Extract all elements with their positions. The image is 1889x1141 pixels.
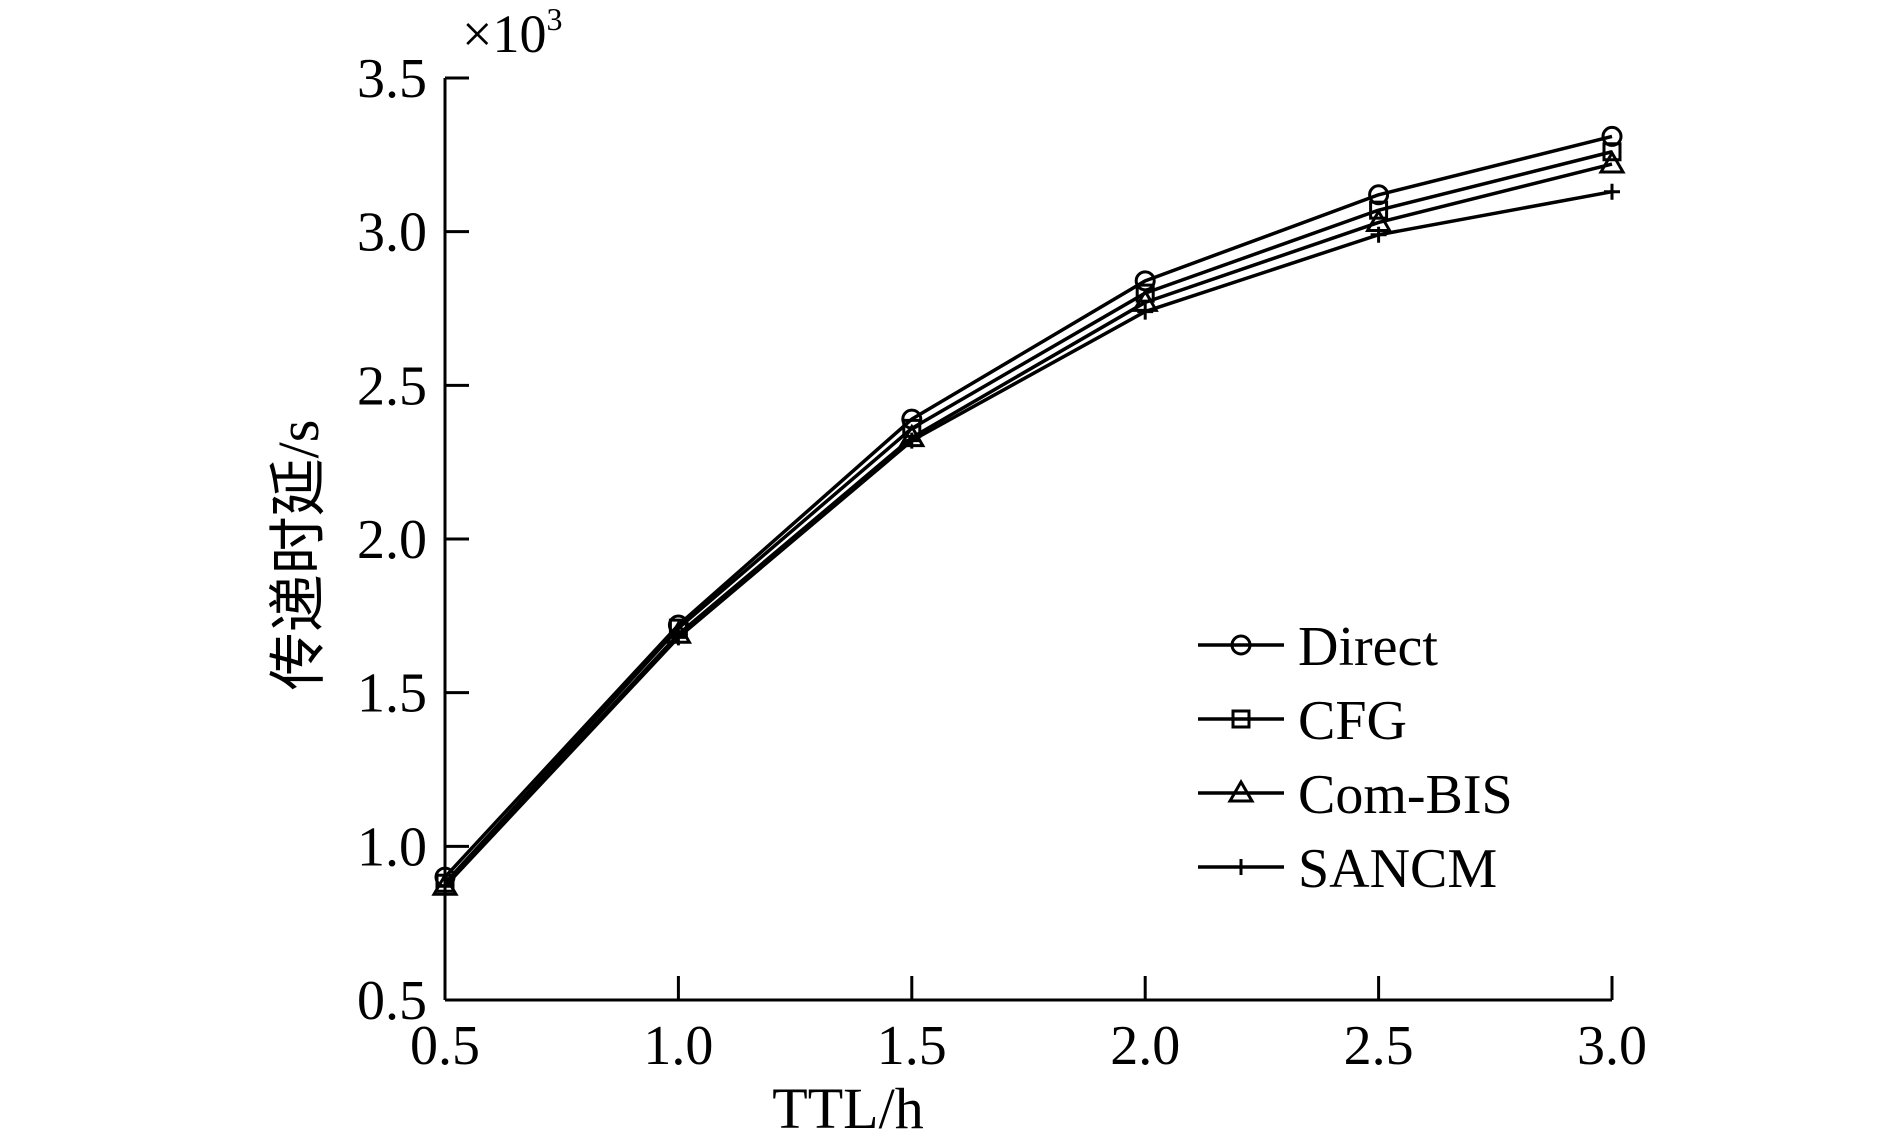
data-point-plus (1604, 183, 1620, 200)
data-point-plus (1370, 226, 1387, 243)
x-tick-label: 1.5 (877, 1015, 947, 1077)
legend-label: SANCM (1298, 838, 1497, 900)
y-axis-multiplier: ×103 (462, 1, 562, 64)
x-tick-label: 2.0 (1110, 1015, 1180, 1077)
y-axis-title: 传递时延/s (266, 420, 331, 691)
data-point-triangle (1598, 150, 1626, 174)
data-point-plus (1137, 303, 1154, 320)
series-line (443, 162, 1613, 888)
legend-label: Direct (1298, 616, 1438, 678)
data-point-plus (903, 432, 920, 449)
data-point-plus (437, 878, 453, 895)
data-point-circle (1601, 125, 1623, 147)
plot-area (431, 125, 1626, 896)
x-tick-label: 3.0 (1577, 1015, 1647, 1077)
legend: Direct CFG Com-BIS SANCM (1198, 616, 1513, 900)
data-point-square (1369, 200, 1389, 220)
y-tick-label: 1.0 (357, 816, 427, 878)
x-tick-label: 1.0 (643, 1015, 713, 1077)
legend-marker-triangle (1227, 779, 1255, 803)
y-tick-label: 3.0 (357, 202, 427, 264)
legend-item: Com-BIS (1198, 764, 1513, 826)
y-tick-label: 0.5 (357, 970, 427, 1032)
series-line (443, 134, 1613, 879)
y-tick-label: 2.0 (357, 509, 427, 571)
legend-item: SANCM (1198, 838, 1497, 900)
x-axis-ticks: 0.5 1.0 1.5 2.0 2.5 3.0 (410, 976, 1647, 1077)
x-axis-title: TTL/h (772, 1076, 923, 1141)
x-tick-label: 0.5 (410, 1015, 480, 1077)
y-tick-label: 3.5 (357, 48, 427, 110)
series-line (443, 189, 1613, 888)
x-tick-label: 2.5 (1344, 1015, 1414, 1077)
legend-label: Com-BIS (1298, 764, 1513, 826)
data-point-plus (670, 629, 687, 646)
legend-marker-circle (1230, 634, 1252, 656)
legend-marker-square (1231, 709, 1251, 729)
data-point-circle (1368, 184, 1390, 206)
y-axis-ticks: 0.5 1.0 1.5 2.0 2.5 3.0 3.5 (357, 48, 469, 1032)
legend-label: CFG (1298, 690, 1407, 752)
y-tick-label: 2.5 (357, 355, 427, 417)
series-line (443, 150, 1613, 885)
legend-item: Direct (1198, 616, 1438, 678)
legend-marker-plus (1233, 859, 1249, 875)
legend-item: CFG (1198, 690, 1407, 752)
series-sancm (437, 183, 1620, 895)
data-point-square (1602, 142, 1622, 162)
y-axis-multiplier-exponent: 3 (546, 1, 562, 37)
y-tick-label: 1.5 (357, 663, 427, 725)
